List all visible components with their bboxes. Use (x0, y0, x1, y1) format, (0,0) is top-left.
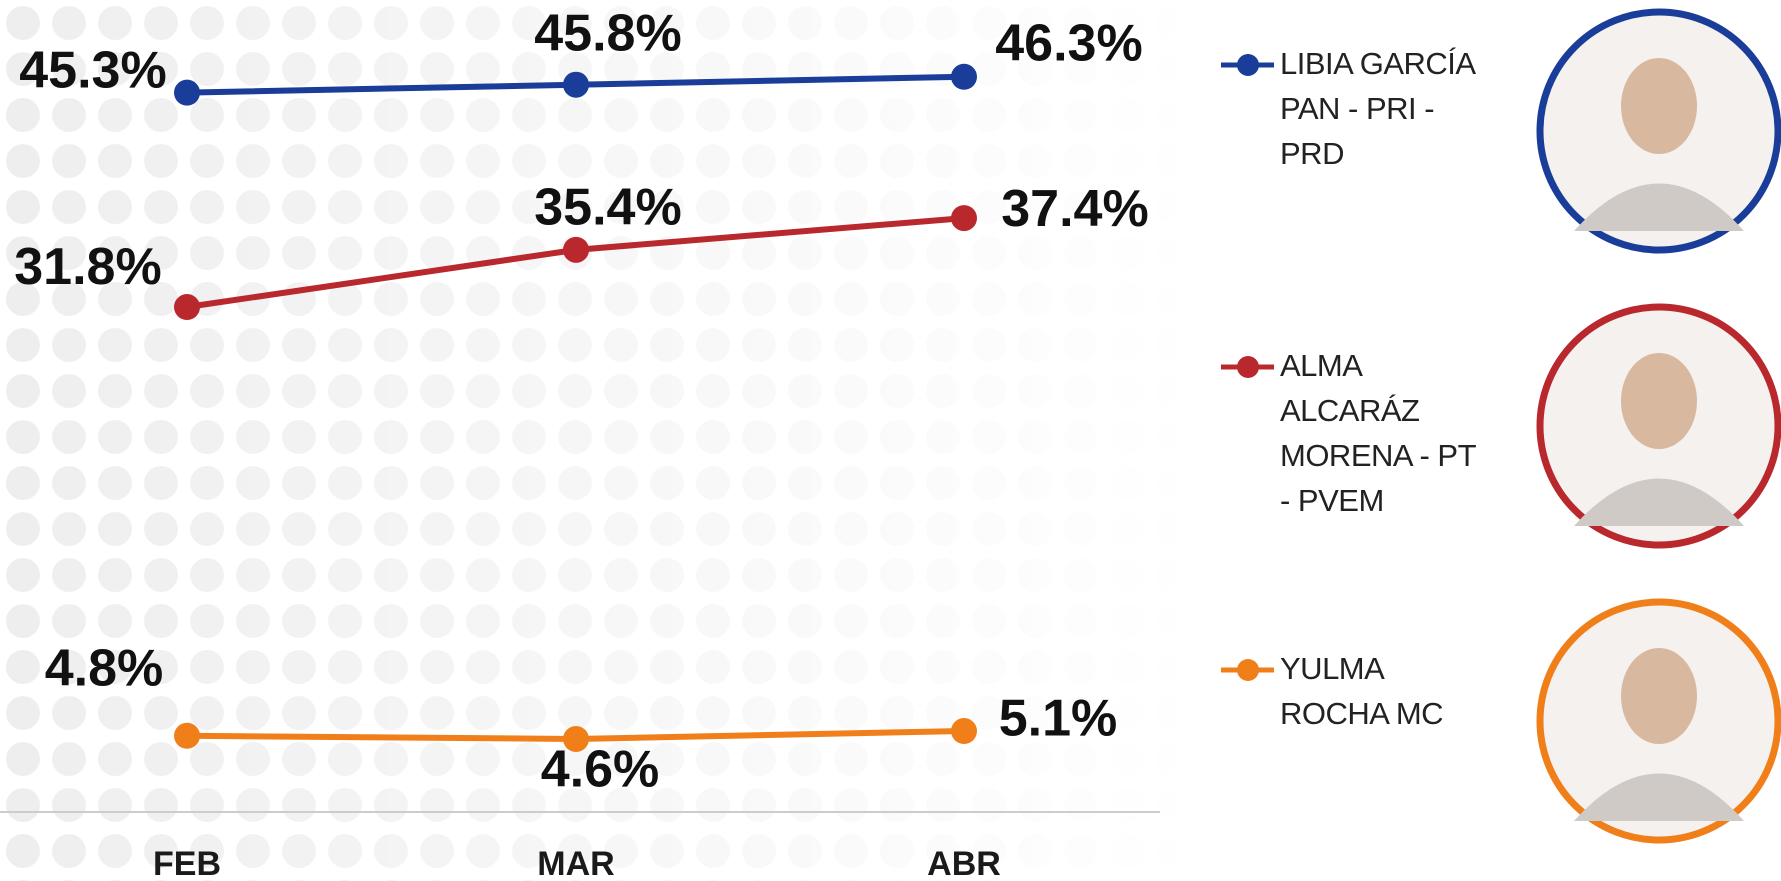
point-marker (951, 64, 977, 90)
value-label: 45.8% (534, 4, 681, 62)
x-tick-label: FEB (153, 845, 221, 881)
value-label: 4.8% (45, 640, 164, 698)
value-label: 31.8% (14, 238, 161, 296)
point-marker (563, 72, 589, 98)
legend-label: ALMA ALCARÁZ MORENA - PT - PVEM (1280, 343, 1485, 523)
point-marker (174, 294, 200, 320)
x-tick-label: MAR (537, 845, 614, 881)
value-label: 45.3% (19, 41, 166, 99)
value-label: 35.4% (534, 179, 681, 237)
page: {"chart_data": {"type": "line", "categor… (0, 0, 1781, 881)
value-label: 46.3% (995, 14, 1142, 72)
point-marker (174, 80, 200, 106)
legend-label: LIBIA GARCÍA PAN - PRI - PRD (1280, 41, 1485, 176)
point-marker (951, 205, 977, 231)
point-marker (563, 237, 589, 263)
legend-marker (1237, 356, 1259, 378)
candidate-photo-head (1621, 58, 1697, 154)
value-label: 37.4% (1001, 180, 1148, 238)
legend-marker (1237, 54, 1259, 76)
legend-label: YULMA ROCHA MC (1280, 646, 1485, 736)
point-marker (951, 718, 977, 744)
x-tick-label: ABR (927, 845, 1001, 881)
value-label: 5.1% (999, 690, 1118, 748)
point-marker (174, 723, 200, 749)
value-label: 4.6% (541, 741, 660, 799)
candidate-photo-head (1621, 353, 1697, 449)
legend-marker (1237, 659, 1259, 681)
candidate-photo-head (1621, 648, 1697, 744)
chart: FEB MAR ABR 45.3% 45.8% 46.3% 31.8% 35.4% 37.4% 4… (0, 0, 1781, 881)
